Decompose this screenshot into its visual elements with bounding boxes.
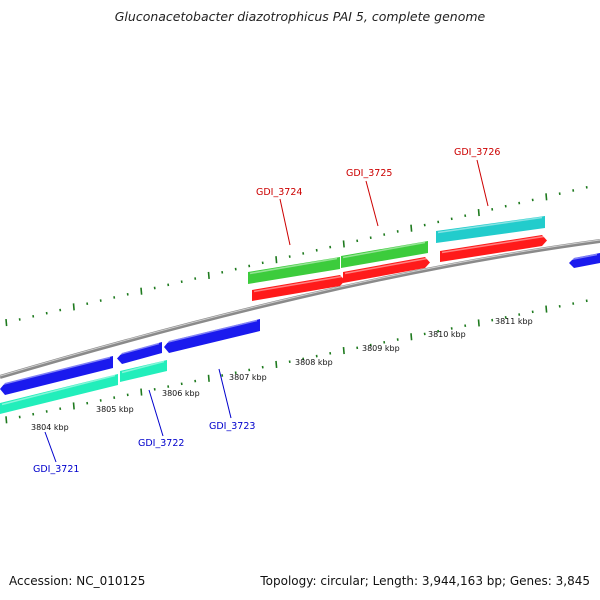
gene-bar-gdi-3724-shine <box>249 257 338 275</box>
major-tick <box>275 360 278 368</box>
gene-label-gdi-3721[interactable]: GDI_3721 <box>33 464 79 475</box>
gene-label-gdi-3724[interactable]: GDI_3724 <box>256 187 302 198</box>
feature-tracks <box>0 216 600 414</box>
genome-summary-text: Topology: circular; Length: 3,944,163 bp… <box>260 574 590 588</box>
major-tick <box>207 271 210 279</box>
major-tick <box>72 402 75 410</box>
gene-bar-gdi-3724[interactable] <box>248 257 340 284</box>
accession-text: Accession: NC_010125 <box>9 574 146 588</box>
gene-bar-gdi-3725-shine <box>342 241 426 259</box>
major-tick <box>410 333 413 341</box>
leader-gdi-3724 <box>279 198 291 246</box>
cds-arrow-gdi-3721-shine <box>1 356 111 386</box>
major-tick <box>275 256 278 264</box>
gene-bar-gdi-3726[interactable] <box>436 216 545 243</box>
outer-tick-ring <box>5 186 588 327</box>
leader-gdi-3726 <box>476 159 489 207</box>
cds-arrow-gdi-3726[interactable] <box>440 235 547 262</box>
scale-label: 3807 kbp <box>229 373 267 382</box>
scale-label: 3809 kbp <box>362 344 400 353</box>
cds-arrow-gdi-3723-shine <box>165 319 258 344</box>
major-tick <box>545 305 548 313</box>
scale-label: 3806 kbp <box>162 389 200 398</box>
leader-gdi-3721 <box>44 431 57 463</box>
cds-arrow-edge[interactable] <box>569 253 600 268</box>
major-tick <box>207 374 210 382</box>
gene-bar-gdi-3721-shine <box>1 374 116 406</box>
gene-bar-gdi-3726-shine <box>437 216 543 234</box>
major-tick <box>140 287 143 295</box>
gene-label-gdi-3725[interactable]: GDI_3725 <box>346 168 392 179</box>
major-tick <box>5 319 8 327</box>
leader-gdi-3723 <box>218 368 232 419</box>
label-leaders <box>44 159 489 463</box>
scale-label: 3805 kbp <box>96 405 134 414</box>
major-tick <box>410 224 413 232</box>
major-tick <box>477 319 480 327</box>
major-tick <box>72 303 75 311</box>
scale-labels: 3804 kbp 3805 kbp 3806 kbp 3807 kbp 3808… <box>31 317 533 432</box>
major-tick <box>545 193 548 201</box>
cds-arrow-gdi-3725-shine <box>344 257 428 275</box>
cds-arrow-gdi-3722-shine <box>118 342 160 356</box>
genome-backbone <box>0 239 600 379</box>
scale-label: 3811 kbp <box>495 317 533 326</box>
cds-arrow-gdi-3722[interactable] <box>117 342 162 364</box>
gene-bar-gdi-3721[interactable] <box>0 374 118 414</box>
major-tick <box>140 388 143 396</box>
map-title: Gluconacetobacter diazotrophicus PAI 5, … <box>114 9 486 24</box>
cds-arrow-gdi-3724-shine <box>253 275 343 293</box>
gene-bar-gdi-3725[interactable] <box>341 241 428 268</box>
gene-label-gdi-3726[interactable]: GDI_3726 <box>454 147 500 158</box>
major-tick <box>5 416 8 424</box>
gene-labels: GDI_3721 GDI_3722 GDI_3723 GDI_3724 GDI_… <box>33 147 500 475</box>
gene-label-gdi-3723[interactable]: GDI_3723 <box>209 421 255 432</box>
scale-label: 3804 kbp <box>31 423 69 432</box>
cds-arrow-gdi-3726-shine <box>441 235 545 254</box>
cds-arrow-gdi-3721[interactable] <box>0 356 113 395</box>
major-tick <box>477 208 480 217</box>
major-tick <box>342 347 345 355</box>
gene-label-gdi-3722[interactable]: GDI_3722 <box>138 438 184 449</box>
scale-label: 3808 kbp <box>295 358 333 367</box>
genome-backbone-highlight <box>0 239 600 377</box>
leader-gdi-3722 <box>148 389 164 437</box>
cds-arrow-edge-shine <box>570 253 598 261</box>
gene-bar-gdi-3722-shine <box>121 360 165 374</box>
leader-gdi-3725 <box>365 180 379 227</box>
gene-bar-gdi-3722[interactable] <box>120 360 167 382</box>
major-tick <box>342 240 345 248</box>
cds-arrow-gdi-3724[interactable] <box>252 275 345 301</box>
inner-tick-ring <box>5 299 588 424</box>
cds-arrow-gdi-3725[interactable] <box>343 257 430 283</box>
cds-arrow-gdi-3723[interactable] <box>164 319 260 353</box>
scale-label: 3810 kbp <box>428 330 466 339</box>
